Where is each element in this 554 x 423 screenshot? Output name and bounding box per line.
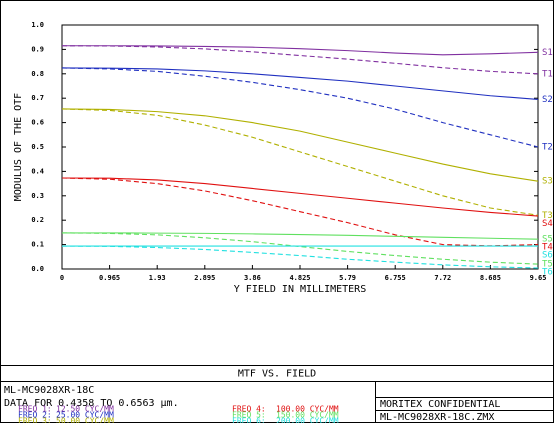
- y-tick-label: 0.5: [31, 143, 44, 151]
- freq-value: 100.00 CYC/MM: [276, 405, 339, 414]
- data-note: DATA FOR 0.4358 TO 0.6563 µm.: [4, 398, 179, 409]
- series-line: [61, 67, 539, 100]
- series-label: T5: [542, 260, 553, 270]
- y-tick-label: 0.7: [31, 94, 44, 102]
- x-tick-label: 7.72: [434, 274, 451, 282]
- series-label: S6: [542, 251, 553, 261]
- y-tick-label: 0.1: [31, 241, 44, 249]
- x-tick-label: 2.895: [194, 274, 215, 282]
- y-tick-label: 0.4: [31, 167, 44, 175]
- series-line: [62, 45, 539, 56]
- chart-title: MTF VS. FIELD: [238, 369, 316, 380]
- series-label: T2: [542, 143, 553, 153]
- series-label: S3: [542, 177, 553, 187]
- x-tick-label: 3.86: [244, 274, 261, 282]
- series-line: [61, 67, 539, 148]
- freq-label: FREQ 5:: [232, 411, 266, 420]
- y-tick-label: 0.0: [31, 265, 44, 273]
- lens-name: ML-MC9028XR-18C: [4, 385, 94, 396]
- series-line: [61, 245, 539, 269]
- plot-frame: [61, 24, 539, 270]
- series-label: S1: [542, 48, 553, 58]
- y-tick-label: 0.2: [31, 216, 44, 224]
- freq-value: 200.00 CYC/MM: [276, 417, 339, 423]
- series-line: [61, 108, 539, 216]
- x-tick-label: 0.965: [99, 274, 120, 282]
- freq-value: 25.00 CYC/MM: [56, 411, 114, 420]
- x-axis-label: Y FIELD IN MILLIMETERS: [234, 284, 366, 295]
- file-name: ML-MC9028XR-18C.ZMX: [380, 412, 494, 423]
- freq-label: FREQ 2:: [18, 411, 52, 420]
- x-tick-label: 1.93: [149, 274, 166, 282]
- series-label: S5: [542, 235, 553, 245]
- y-tick-label: 0.3: [31, 192, 44, 200]
- x-tick-label: 8.685: [480, 274, 501, 282]
- series-line: [61, 45, 539, 75]
- series-line: [61, 177, 539, 247]
- y-axis-label: MODULUS OF THE OTF: [13, 93, 24, 201]
- freq-label: FREQ 6:: [232, 417, 266, 423]
- y-tick-label: 0.8: [31, 70, 44, 78]
- x-tick-label: 5.79: [339, 274, 356, 282]
- series-line: [61, 108, 539, 182]
- freq-label: FREQ 4:: [232, 405, 266, 414]
- x-tick-label: 6.755: [385, 274, 406, 282]
- y-tick-label: 0.9: [31, 45, 44, 53]
- freq-value: 50.00 CYC/MM: [56, 417, 114, 423]
- y-tick-label: 0.6: [31, 119, 44, 127]
- freq-value: 12.50 CYC/MM: [56, 405, 114, 414]
- series-label: T1: [542, 69, 553, 79]
- series-line: [61, 177, 539, 217]
- series-label: S4: [542, 219, 553, 229]
- x-tick-label: 4.825: [289, 274, 310, 282]
- series-label: T4: [542, 243, 553, 253]
- freq-value: 150.00 CYC/MM: [276, 411, 339, 420]
- confidential: MORITEX CONFIDENTIAL: [380, 399, 500, 410]
- x-tick-label: 0: [60, 274, 64, 282]
- x-tick-label: 9.65: [530, 274, 547, 282]
- series-line: [62, 232, 539, 240]
- freq-label: FREQ 1:: [18, 405, 52, 414]
- y-tick-label: 1.0: [31, 21, 44, 29]
- series-label: T3: [542, 211, 553, 221]
- series-label: T6: [542, 268, 553, 278]
- series-label: S2: [542, 95, 553, 105]
- freq-label: FREQ 3:: [18, 417, 52, 423]
